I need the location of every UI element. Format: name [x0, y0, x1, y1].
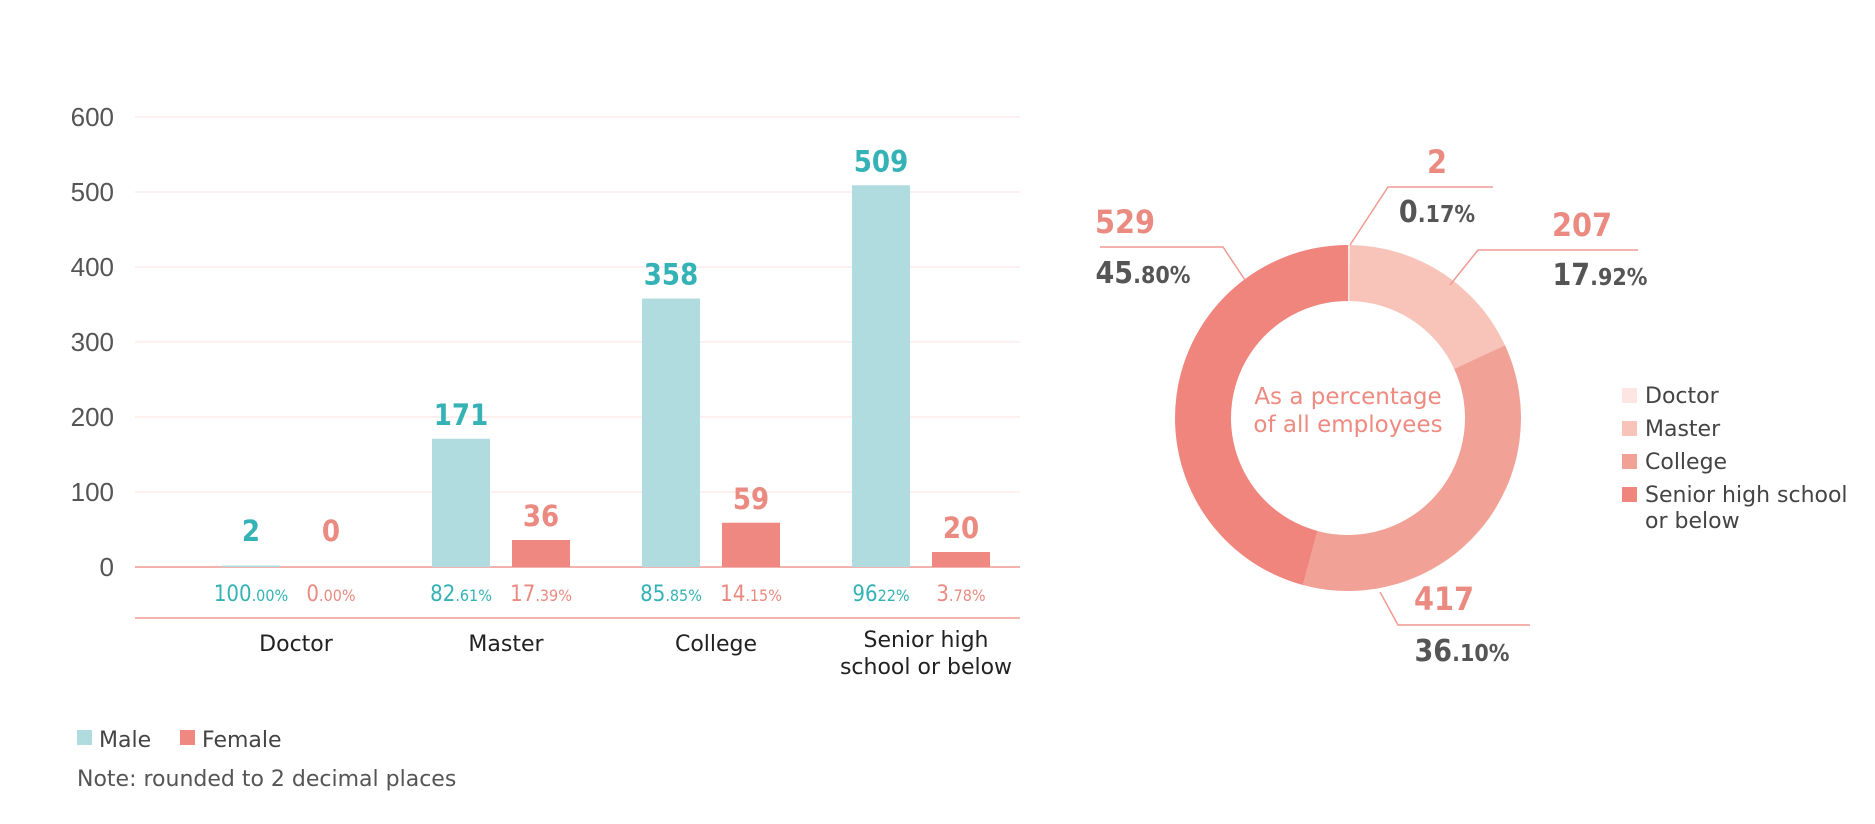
legend-swatch-master	[1622, 421, 1637, 436]
category-label: Master	[468, 632, 544, 657]
bar-value-label: 2	[242, 514, 260, 548]
legend-label: Senior high school	[1645, 483, 1848, 508]
bar-percent-label: 3.78%	[936, 582, 985, 607]
donut-percent-label: 17.92%	[1553, 258, 1648, 293]
bar-value-label: 59	[733, 482, 769, 516]
bar-value-label: 509	[854, 144, 908, 178]
legend-swatch-college	[1622, 454, 1637, 469]
chart-note: Note: rounded to 2 decimal places	[77, 767, 456, 792]
donut-percent-label: 45.80%	[1096, 256, 1191, 291]
donut-slice-doctor	[1348, 245, 1350, 302]
legend-label: or below	[1645, 509, 1740, 534]
callout-line	[1449, 249, 1638, 286]
callout-line	[1379, 591, 1530, 626]
donut-value-label: 417	[1414, 580, 1474, 618]
legend-label-male: Male	[99, 728, 151, 753]
bar-value-label: 171	[434, 398, 488, 432]
legend-label-female: Female	[202, 728, 282, 753]
donut-slice-college	[1302, 345, 1521, 591]
bar-percent-label: 14.15%	[720, 582, 782, 607]
bar-percent-label: 0.00%	[306, 582, 355, 607]
legend-label: Master	[1645, 417, 1721, 442]
category-label: College	[675, 632, 757, 657]
callout-line	[1100, 246, 1246, 281]
y-tick-label: 100	[71, 477, 114, 507]
bar-male	[642, 298, 700, 567]
bar-female	[722, 522, 780, 567]
bar-value-label: 358	[644, 258, 698, 292]
donut-value-label: 2	[1427, 143, 1447, 181]
category-label: Senior high	[863, 628, 988, 653]
bar-percent-label: 100.00%	[214, 582, 288, 607]
bar-value-label: 20	[943, 511, 979, 545]
bar-male	[222, 565, 280, 567]
legend-label: Doctor	[1645, 384, 1720, 409]
y-tick-label: 0	[100, 552, 114, 582]
legend-swatch-female	[180, 730, 195, 745]
bar-female	[512, 540, 570, 567]
bar-percent-label: 17.39%	[510, 582, 572, 607]
donut-percent-label: 0.17%	[1399, 195, 1475, 230]
bar-female	[932, 552, 990, 567]
y-tick-label: 500	[71, 177, 114, 207]
bar-male	[432, 438, 490, 567]
donut-percent-label: 36.10%	[1415, 634, 1510, 669]
donut-center-label: As a percentage	[1254, 384, 1441, 410]
donut-center-label: of all employees	[1253, 412, 1442, 438]
bar-value-label: 0	[322, 514, 340, 548]
y-tick-label: 400	[71, 252, 114, 282]
bar-percent-label: 82.61%	[430, 582, 492, 607]
legend-swatch-senior	[1622, 487, 1637, 502]
donut-slice-senior	[1174, 244, 1348, 586]
category-label: Doctor	[259, 632, 334, 657]
callout-line	[1349, 186, 1493, 246]
bar-percent-label: 9622%	[852, 582, 909, 607]
donut-value-label: 207	[1552, 206, 1612, 244]
category-label: school or below	[840, 655, 1012, 680]
bar-male	[852, 185, 910, 567]
y-tick-label: 200	[71, 402, 114, 432]
donut-value-label: 529	[1095, 203, 1155, 241]
bar-value-label: 36	[523, 499, 559, 533]
donut-slice-master	[1349, 245, 1505, 369]
legend-swatch-male	[77, 730, 92, 745]
legend-swatch-doctor	[1622, 388, 1637, 403]
legend-label: College	[1645, 450, 1727, 475]
y-tick-label: 300	[71, 327, 114, 357]
bar-percent-label: 85.85%	[640, 582, 702, 607]
y-tick-label: 600	[71, 102, 114, 132]
